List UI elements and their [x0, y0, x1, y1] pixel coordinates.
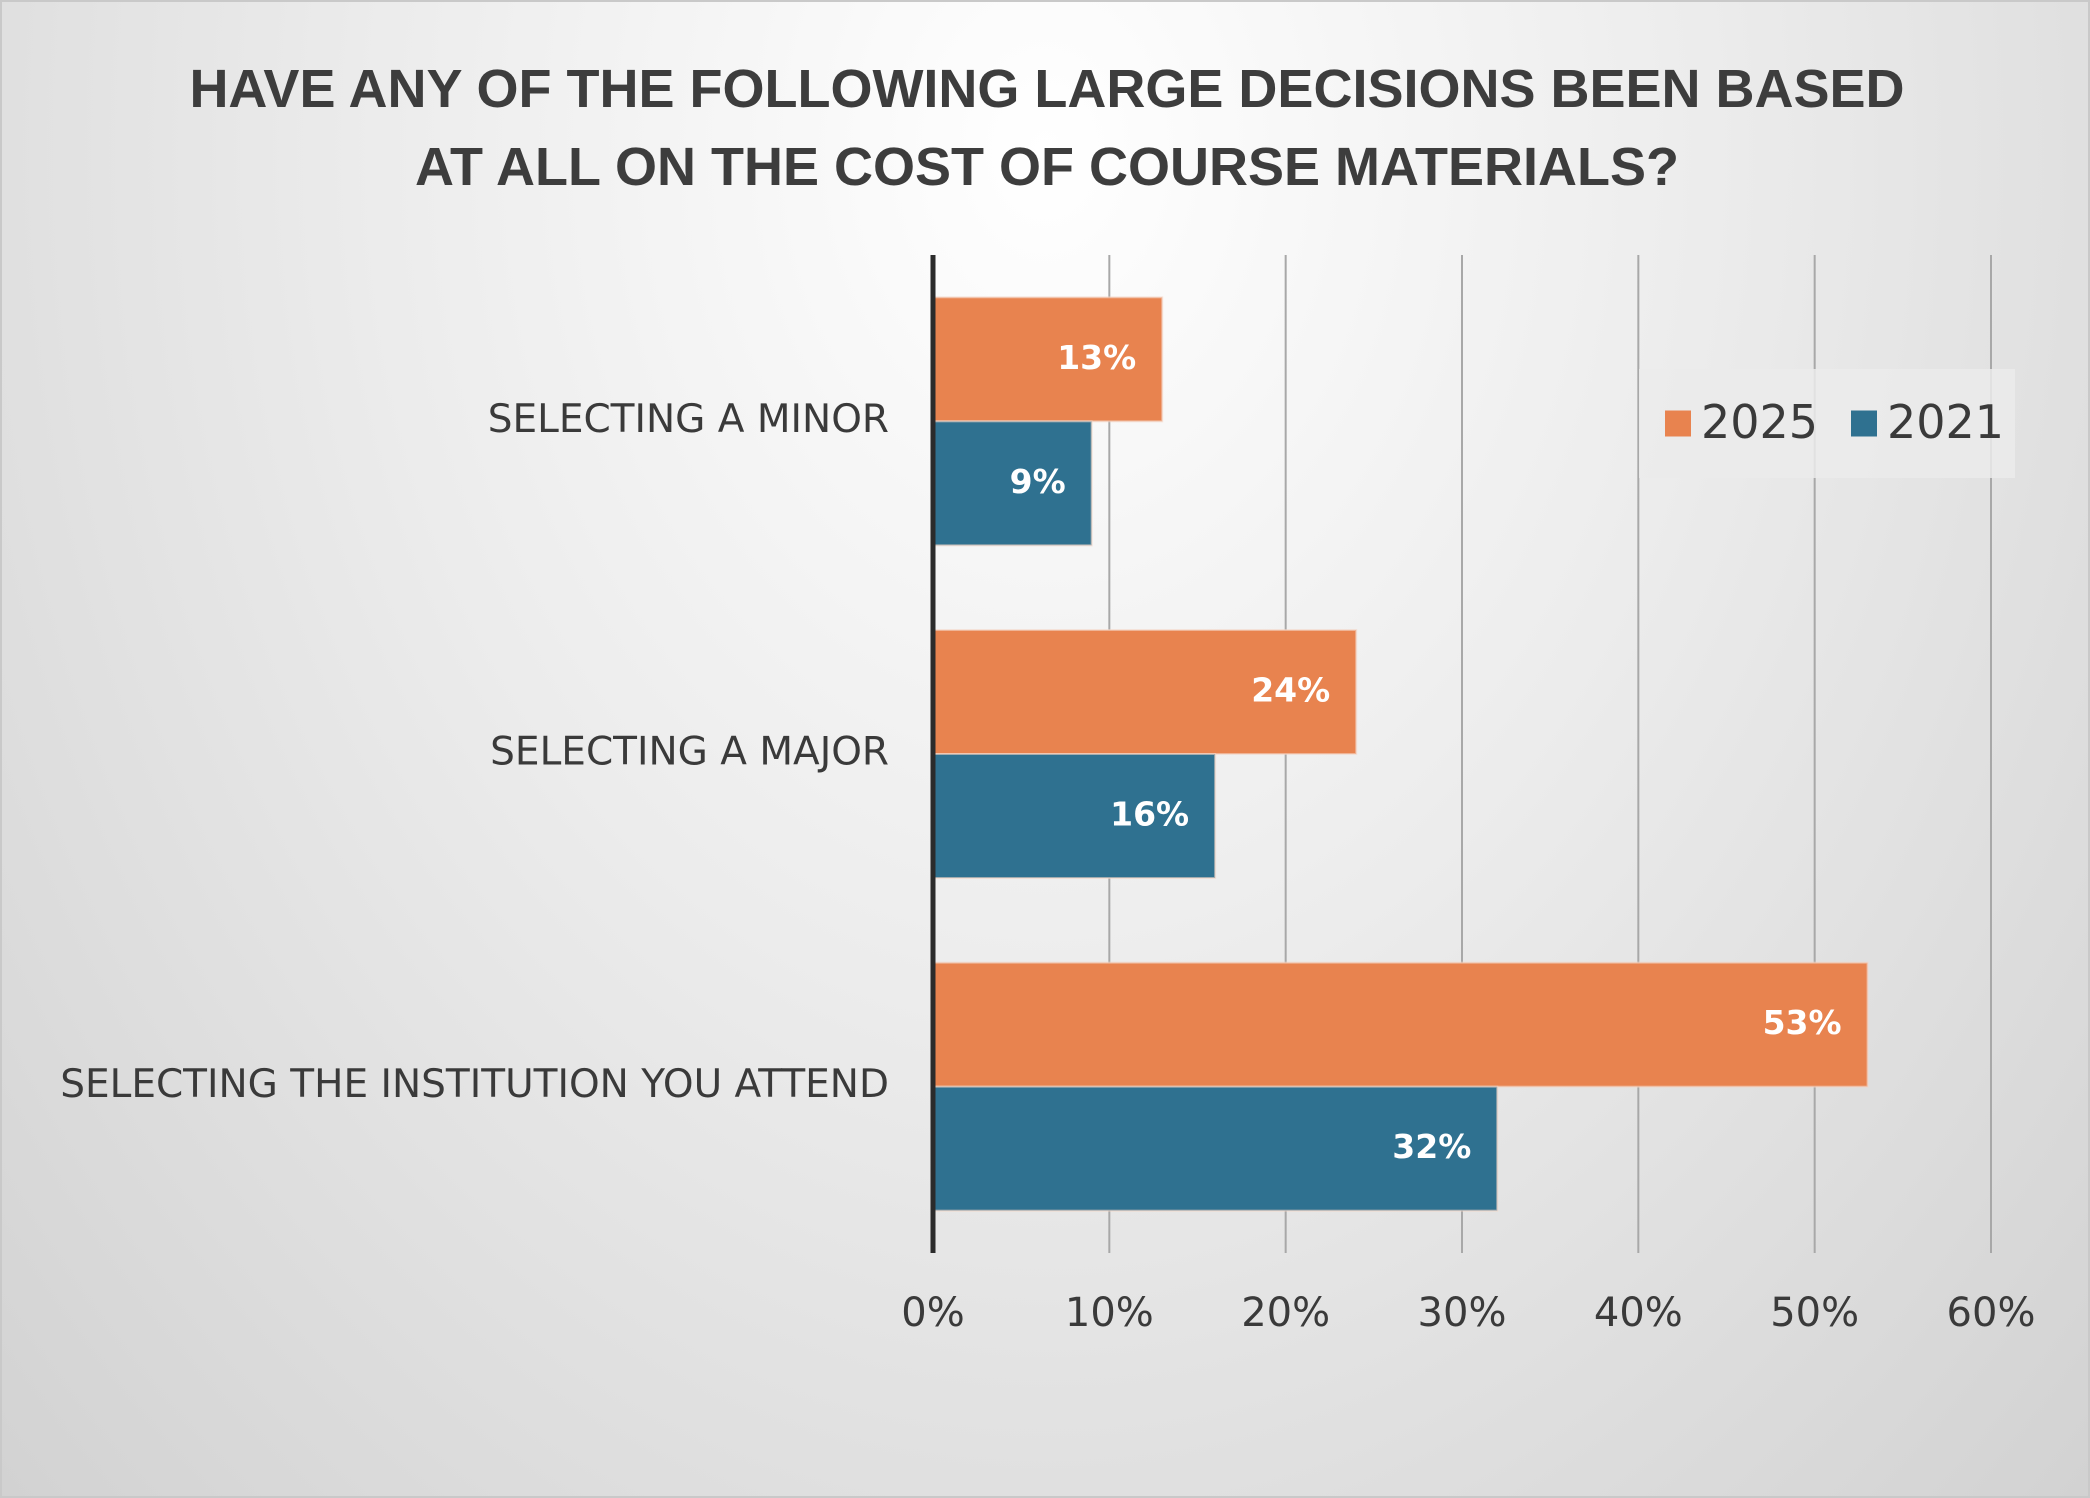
x-tick-label: 0% — [901, 1290, 964, 1336]
bar — [932, 629, 1358, 755]
legend-swatch — [1851, 410, 1877, 437]
bar — [932, 753, 1217, 879]
y-tick-label: SELECTING A MAJOR — [490, 730, 889, 775]
bar — [932, 961, 1869, 1088]
data-label: 24% — [1251, 671, 1330, 710]
x-tick-label: 40% — [1594, 1290, 1683, 1336]
data-label: 16% — [1110, 795, 1189, 834]
data-label: 9% — [1010, 462, 1066, 501]
data-label: 32% — [1392, 1127, 1471, 1166]
x-tick-label: 60% — [1947, 1290, 2036, 1336]
x-tick-label: 10% — [1065, 1290, 1154, 1336]
x-tick-label: 30% — [1418, 1290, 1507, 1336]
data-label: 53% — [1763, 1003, 1842, 1042]
legend-swatch — [1665, 410, 1691, 437]
bar — [932, 420, 1093, 547]
chart-title: HAVE ANY OF THE FOLLOWING LARGE DECISION… — [189, 59, 1905, 197]
bar — [932, 296, 1164, 423]
x-tick-label: 20% — [1241, 1290, 1330, 1336]
legend-label: 2021 — [1887, 395, 2004, 449]
y-tick-label: SELECTING THE INSTITUTION YOU ATTEND — [60, 1062, 889, 1107]
bar — [932, 1085, 1499, 1212]
legend-box — [1639, 369, 2015, 478]
legend-label: 2025 — [1701, 395, 1818, 449]
data-label: 13% — [1057, 338, 1136, 377]
x-tick-label: 50% — [1770, 1290, 1859, 1336]
y-tick-label: SELECTING A MINOR — [488, 397, 889, 442]
